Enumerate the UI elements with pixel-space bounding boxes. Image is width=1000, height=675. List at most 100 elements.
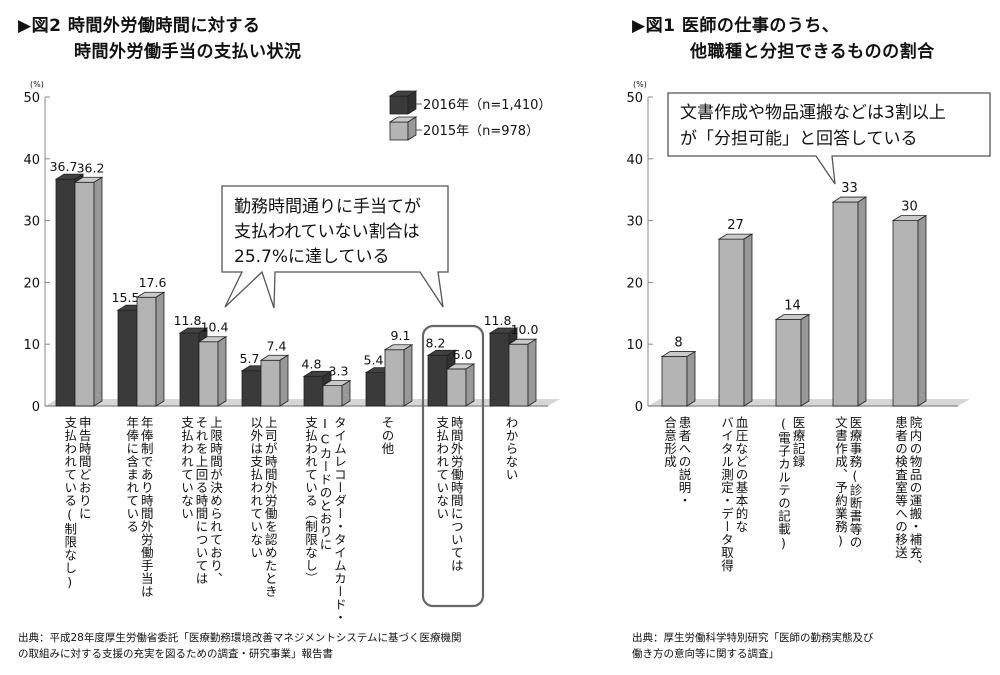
right-bar-4	[891, 214, 928, 407]
right-y-tick-label: 20	[626, 276, 643, 291]
right-bar-3-front	[832, 201, 859, 407]
left-category-label-5: その他	[380, 416, 395, 455]
left-data-label: 11.8	[484, 313, 512, 328]
left-category-label-2-line: それを上回る時間については	[194, 416, 209, 585]
right-y-tick-label: 40	[626, 153, 643, 168]
legend-swatch-1	[388, 116, 418, 141]
left-bar-2015-5-side	[403, 344, 413, 407]
left-bar-2015-1-side	[155, 291, 165, 407]
right-category-label-4-line: 患者の検査室等への移送	[893, 416, 908, 559]
left-category-label-4-line: タイムレコーダー・タイムカード・	[332, 416, 347, 624]
right-bar-1-side	[743, 233, 753, 407]
left-y-tick-label: 20	[23, 276, 40, 291]
left-data-label: 11.8	[174, 313, 202, 328]
left-callout-text: 25.7%に達している	[234, 247, 390, 267]
left-data-label: 10.0	[511, 322, 539, 337]
right-y-tick-label: 10	[626, 338, 643, 353]
right-callout-text: 文書作成や物品運搬などは3割以上	[680, 103, 946, 123]
left-bar-2016-2-front	[179, 332, 200, 407]
left-bar-2016-4-front	[303, 375, 324, 407]
right-bar-2	[774, 313, 811, 407]
right-category-label-3-line: 医療事務(診断書等の	[848, 416, 863, 549]
right-category-label-2: 医療記録(電子カルテの記載)	[776, 416, 806, 551]
right-category-label-0-line: 合意形成	[662, 415, 677, 468]
left-data-label: 6.0	[453, 347, 473, 362]
legend-swatch-0	[388, 90, 418, 115]
legend-swatch-0-front	[389, 95, 409, 115]
left-bar-2015-2-side	[217, 336, 227, 407]
left-callout-text: 勤務時間通りに手当てが	[234, 197, 421, 217]
right-bar-3	[831, 196, 868, 407]
left-data-label: 15.5	[112, 290, 140, 305]
right-bar-1	[717, 233, 754, 407]
left-bar-2015-4	[321, 379, 352, 407]
left-chart-source: 出典：平成28年度厚生労働省委託「医療勤務環境改善マネジメントシステムに基づく医…	[18, 632, 462, 660]
left-data-label: 8.2	[426, 335, 446, 350]
right-callout-box	[667, 92, 991, 185]
left-category-label-4-line: ICカードのとおりに	[318, 416, 333, 551]
right-data-label: 14	[784, 298, 801, 313]
left-category-label-1-line: 年俸制であり時間外労働手当は	[139, 416, 154, 598]
left-bar-2016-1-front	[117, 309, 138, 407]
left-category-label-6-line: 支払われていない	[434, 416, 449, 520]
left-data-label: 3.3	[329, 364, 349, 379]
legend-label: 2016年（n=1,410）	[423, 98, 551, 113]
right-y-tick-label: 30	[626, 215, 643, 230]
left-bar-2015-6	[445, 363, 476, 407]
left-chart-title-line1: ▶図2 時間外労働時間に対する	[18, 16, 261, 36]
right-category-label-0-line: 患者への説明・	[677, 416, 692, 507]
left-chart-title-line2: 時間外労働手当の支払い状況	[74, 42, 302, 62]
right-bar-1-front	[718, 238, 745, 407]
right-bar-0	[660, 350, 697, 407]
legend-swatch-1-side	[407, 116, 417, 141]
left-bar-2015-0	[73, 176, 104, 407]
left-category-label-3-line: 以外は支払われていない	[248, 416, 263, 559]
right-category-label-1-line: バイタル測定・データ取得	[719, 416, 734, 572]
left-category-label-7: わからない	[504, 416, 519, 481]
left-bar-2016-7-front	[489, 332, 510, 407]
left-bar-2015-4-side	[341, 379, 351, 407]
right-data-label: 27	[727, 218, 744, 233]
right-chart-source: 出典：厚生労働科学特別研究「医師の勤務実態及び 働き方の意向等に関する調査」	[632, 632, 874, 660]
left-bar-2015-7-front	[508, 343, 529, 407]
right-category-label-1-line: 血圧などの基本的な	[734, 416, 749, 533]
left-data-label: 36.2	[77, 160, 105, 175]
left-bar-2015-2-front	[198, 341, 219, 407]
legend-swatch-0-side	[407, 90, 417, 115]
right-y-unit-label: (%)	[633, 80, 647, 89]
left-callout-text: 支払われていない割合は	[234, 222, 420, 242]
right-bar-2-front	[775, 319, 802, 407]
left-y-tick-label: 50	[23, 91, 40, 106]
left-bar-2015-3-side	[279, 354, 289, 407]
right-chart-title-line1: ▶図1 医師の仕事のうち、	[632, 16, 840, 36]
right-category-label-3-line: 文書作成、予約業務)	[833, 415, 848, 549]
left-chart: 0 10 20 30 40 50 (%) 36.7 36.2 申告時間どおりに支払われている(制限…	[23, 80, 560, 624]
left-category-label-4-line: 支払われている（制限なし）	[303, 416, 318, 585]
left-category-label-3-line: 上司が時間外労働を認めたとき	[263, 416, 278, 598]
left-data-label: 7.4	[267, 338, 287, 353]
left-bar-2015-1-front	[136, 296, 157, 407]
left-bar-2015-3	[259, 354, 290, 407]
right-bar-4-side	[917, 214, 927, 407]
left-bar-2016-6-front	[427, 354, 448, 407]
left-bar-2016-3-front	[241, 370, 262, 407]
left-data-label: 5.7	[240, 351, 260, 366]
left-bar-2015-0-side	[93, 176, 103, 407]
left-category-label-6-line: 時間外労働時間については	[449, 416, 464, 572]
right-category-label-2-line: (電子カルテの記載)	[776, 416, 791, 551]
right-category-label-4: 院内の物品の運搬・補充、患者の検査室等への移送	[893, 416, 923, 572]
left-category-label-2-line: 支払われていない	[179, 416, 194, 520]
right-bar-0-side	[686, 350, 696, 407]
left-bar-2016-5-front	[365, 372, 386, 407]
right-bar-3-side	[857, 196, 867, 407]
left-data-label: 9.1	[391, 328, 411, 343]
